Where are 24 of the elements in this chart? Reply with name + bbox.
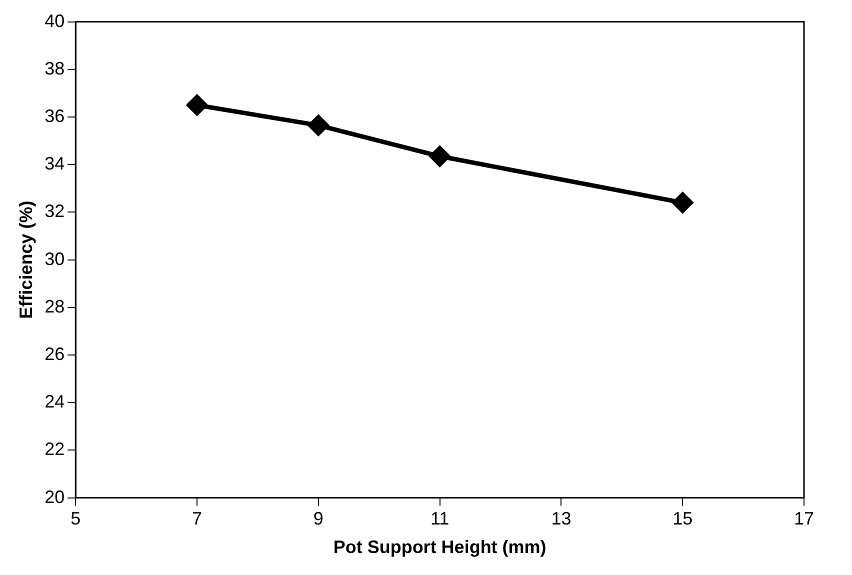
y-tick-label: 26 [44, 344, 65, 364]
point [672, 192, 693, 213]
y-tick-label: 20 [44, 486, 65, 507]
x-axis-title: Pot Support Height (mm) [333, 537, 546, 558]
point [430, 146, 450, 167]
y-tick-label: 32 [44, 201, 65, 222]
y-tick-label: 28 [44, 296, 65, 316]
point [186, 94, 208, 116]
x-tick-label: 15 [672, 508, 693, 529]
x-tick-label: 5 [70, 508, 81, 529]
x-tick-label: 7 [192, 508, 202, 529]
y-tick-label: 38 [44, 58, 65, 78]
x-tick-label: 11 [430, 508, 450, 529]
x-tick-label: 13 [551, 508, 572, 529]
y-tick-label: 36 [44, 106, 65, 126]
x-tick-label: 17 [794, 508, 814, 529]
x-tick-label: 9 [313, 508, 324, 529]
y-tick-label: 22 [44, 439, 65, 460]
y-tick-label: 24 [44, 392, 65, 412]
y-axis-title: Efficiency (%) [16, 200, 36, 319]
point [308, 115, 329, 136]
y-tick-label: 30 [44, 248, 65, 269]
y-tick-label: 40 [44, 10, 65, 31]
y-tick-label: 34 [44, 154, 65, 174]
